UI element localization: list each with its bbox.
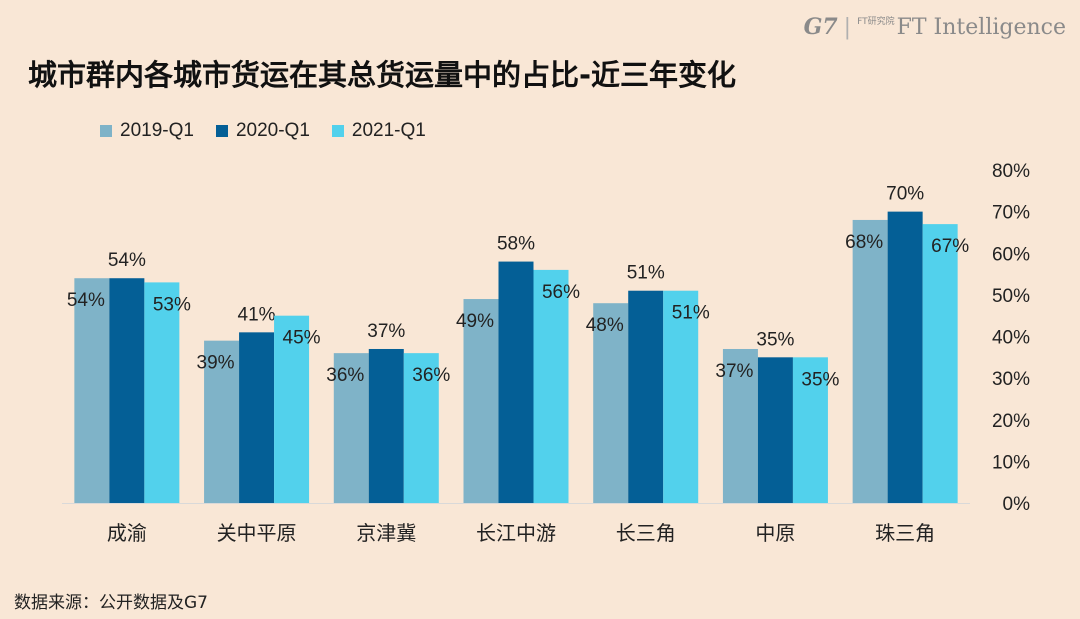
bar-2021-Q1-6 xyxy=(922,224,958,504)
bar-2019-Q1-4 xyxy=(593,303,629,503)
bar-2020-Q1-0 xyxy=(109,278,145,503)
bar-2019-Q1-5 xyxy=(722,348,758,503)
legend-swatch-2020 xyxy=(215,125,228,137)
brand-ft: FT Intelligence xyxy=(896,15,1066,40)
x-tick-label: 关中平原 xyxy=(217,521,297,545)
data-label: 35% xyxy=(801,369,839,390)
y-tick-label: 80% xyxy=(992,161,1030,182)
x-tick-label: 成渝 xyxy=(107,521,147,545)
x-tick-label: 中原 xyxy=(755,521,795,545)
y-tick-label: 20% xyxy=(992,411,1030,432)
y-tick-label: 10% xyxy=(992,452,1030,473)
x-tick-label: 长江中游 xyxy=(476,521,556,545)
bar-2020-Q1-1 xyxy=(239,332,275,503)
data-label: 68% xyxy=(845,232,883,253)
data-label: 56% xyxy=(542,282,580,303)
legend-item-2019: 2019-Q1 xyxy=(100,120,194,142)
legend-swatch-2021 xyxy=(331,125,344,137)
data-label: 37% xyxy=(367,321,405,342)
data-label: 35% xyxy=(756,329,794,350)
bar-2021-Q1-0 xyxy=(144,282,180,503)
bar-2019-Q1-3 xyxy=(463,299,499,503)
bar-2021-Q1-1 xyxy=(274,315,310,503)
data-label: 54% xyxy=(108,250,146,271)
data-label: 45% xyxy=(283,328,321,349)
legend-label-2020: 2020-Q1 xyxy=(235,120,310,141)
data-label: 58% xyxy=(497,234,535,255)
bar-2021-Q1-3 xyxy=(533,269,569,503)
legend-swatch-2019 xyxy=(100,125,112,137)
bar-2020-Q1-4 xyxy=(628,290,664,503)
data-label: 48% xyxy=(586,315,624,336)
bar-2020-Q1-3 xyxy=(498,261,534,503)
data-label: 37% xyxy=(715,361,753,382)
data-label: 51% xyxy=(672,303,710,324)
brand-ft-small: FT研究院 xyxy=(857,17,895,27)
chart-legend: 2019-Q1 2020-Q1 2021-Q1 xyxy=(100,120,426,142)
y-tick-label: 60% xyxy=(992,244,1030,265)
y-tick-label: 70% xyxy=(992,203,1030,224)
x-tick-label: 珠三角 xyxy=(875,521,935,545)
data-label: 54% xyxy=(67,290,105,311)
legend-label-2021: 2021-Q1 xyxy=(351,120,426,141)
legend-item-2021: 2021-Q1 xyxy=(331,120,426,142)
y-tick-label: 30% xyxy=(992,369,1030,390)
data-label: 70% xyxy=(886,184,924,205)
bar-2019-Q1-6 xyxy=(852,219,888,503)
x-tick-label: 长三角 xyxy=(616,521,676,545)
source-note: 数据来源：公开数据及G7 xyxy=(14,593,208,613)
data-label: 53% xyxy=(153,294,191,315)
data-label: 36% xyxy=(412,365,450,386)
data-label: 49% xyxy=(456,311,494,332)
brand-g7: G7 xyxy=(803,14,838,40)
data-label: 39% xyxy=(197,353,235,374)
legend-label-2019: 2019-Q1 xyxy=(120,120,194,141)
brand-logo: G7 | FT研究院FT Intelligence xyxy=(804,14,1066,40)
data-label: 67% xyxy=(931,236,969,257)
bar-2021-Q1-2 xyxy=(403,353,439,503)
bar-2020-Q1-2 xyxy=(368,348,404,503)
data-label: 36% xyxy=(326,365,364,386)
bar-2020-Q1-5 xyxy=(757,357,793,503)
x-tick-label: 京津冀 xyxy=(356,521,416,545)
bar-2019-Q1-2 xyxy=(333,353,369,503)
legend-item-2020: 2020-Q1 xyxy=(215,120,310,142)
bar-2019-Q1-0 xyxy=(74,278,110,503)
y-tick-label: 40% xyxy=(992,328,1030,349)
y-tick-label: 50% xyxy=(992,286,1030,307)
brand-divider: | xyxy=(843,15,852,40)
data-label: 41% xyxy=(238,304,276,325)
bar-2019-Q1-1 xyxy=(204,340,240,503)
bar-2020-Q1-6 xyxy=(887,211,923,503)
y-tick-label: 0% xyxy=(1003,494,1031,515)
bar-2021-Q1-4 xyxy=(663,290,699,503)
bar-2021-Q1-5 xyxy=(792,357,828,503)
data-label: 51% xyxy=(627,263,665,284)
chart-title: 城市群内各城市货运在其总货运量中的占比-近三年变化 xyxy=(28,58,737,92)
